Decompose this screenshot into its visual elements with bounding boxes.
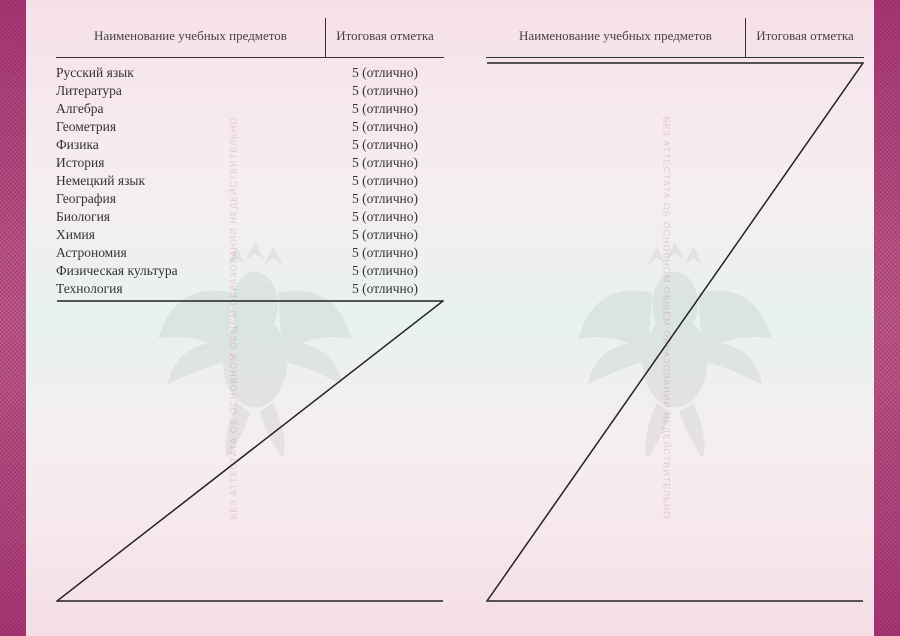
subject-name: Немецкий язык <box>56 172 326 190</box>
subject-row: Астрономия5 (отлично) <box>56 244 444 262</box>
subject-grade: 5 (отлично) <box>326 154 444 172</box>
subject-grade: 5 (отлично) <box>326 64 444 82</box>
subject-name: Алгебра <box>56 100 326 118</box>
subject-row: Биология5 (отлично) <box>56 208 444 226</box>
subject-name: Физическая культура <box>56 262 326 280</box>
subject-grade: 5 (отлично) <box>326 136 444 154</box>
z-mark-right <box>486 62 864 602</box>
page-right: Наименование учебных предметов Итоговая … <box>486 18 864 618</box>
guilloche-border-right <box>874 0 900 636</box>
subject-name: Геометрия <box>56 118 326 136</box>
header-row-left: Наименование учебных предметов Итоговая … <box>56 18 444 58</box>
grade-column-header: Итоговая отметка <box>326 18 444 57</box>
subject-grade: 5 (отлично) <box>326 82 444 100</box>
subject-grade: 5 (отлично) <box>326 100 444 118</box>
subject-row: География5 (отлично) <box>56 190 444 208</box>
subject-row: Литература5 (отлично) <box>56 82 444 100</box>
subject-grade: 5 (отлично) <box>326 172 444 190</box>
subject-grade: 5 (отлично) <box>326 190 444 208</box>
subject-grade: 5 (отлично) <box>326 280 444 298</box>
subject-name: Русский язык <box>56 64 326 82</box>
subject-name: Биология <box>56 208 326 226</box>
subject-name: История <box>56 154 326 172</box>
page-left: Наименование учебных предметов Итоговая … <box>56 18 444 618</box>
subject-grade: 5 (отлично) <box>326 262 444 280</box>
subject-name: Химия <box>56 226 326 244</box>
subject-row: Физическая культура5 (отлично) <box>56 262 444 280</box>
subject-name: Технология <box>56 280 326 298</box>
subject-row: Технология5 (отлично) <box>56 280 444 298</box>
subject-grade: 5 (отлично) <box>326 208 444 226</box>
subjects-list-left: Русский язык5 (отлично)Литература5 (отли… <box>56 58 444 298</box>
subject-name: География <box>56 190 326 208</box>
z-mark-left <box>56 300 444 602</box>
grade-column-header: Итоговая отметка <box>746 18 864 57</box>
guilloche-border-left <box>0 0 26 636</box>
subject-row: Русский язык5 (отлично) <box>56 64 444 82</box>
subject-grade: 5 (отлично) <box>326 118 444 136</box>
subject-row: История5 (отлично) <box>56 154 444 172</box>
subject-name: Физика <box>56 136 326 154</box>
subject-grade: 5 (отлично) <box>326 244 444 262</box>
subject-column-header: Наименование учебных предметов <box>486 18 746 57</box>
subject-row: Немецкий язык5 (отлично) <box>56 172 444 190</box>
subject-row: Геометрия5 (отлично) <box>56 118 444 136</box>
subject-row: Химия5 (отлично) <box>56 226 444 244</box>
subject-column-header: Наименование учебных предметов <box>56 18 326 57</box>
subject-name: Астрономия <box>56 244 326 262</box>
subject-row: Алгебра5 (отлично) <box>56 100 444 118</box>
header-row-right: Наименование учебных предметов Итоговая … <box>486 18 864 58</box>
subject-row: Физика5 (отлично) <box>56 136 444 154</box>
subject-grade: 5 (отлично) <box>326 226 444 244</box>
subject-name: Литература <box>56 82 326 100</box>
